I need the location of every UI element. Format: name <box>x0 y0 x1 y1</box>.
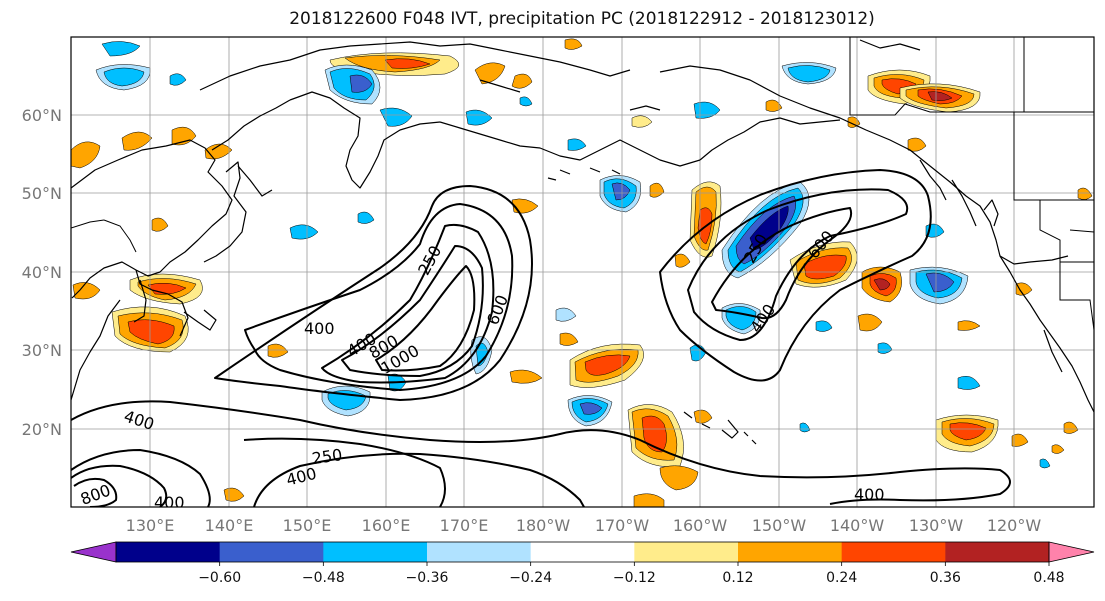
lon-label: 150°E <box>283 516 332 535</box>
lon-label: 150°W <box>752 516 807 535</box>
precip-shading <box>71 38 1093 507</box>
longitude-labels: 130°E 140°E 150°E 160°E 170°E 180°W 170°… <box>126 516 1042 535</box>
lon-label: 120°W <box>987 516 1042 535</box>
lon-label: 140°E <box>205 516 254 535</box>
lon-label: 130°W <box>909 516 964 535</box>
lon-label: 160°W <box>673 516 728 535</box>
colorbar-extend-low <box>70 541 117 563</box>
positive-anomaly <box>71 38 1093 507</box>
colorbar-tick-label: −0.12 <box>613 570 656 586</box>
colorbar-outline <box>115 541 1050 563</box>
colorbar-segment <box>530 542 635 562</box>
negative-anomaly <box>95 41 1051 469</box>
colorbar-tick-label: 0.12 <box>722 570 753 586</box>
lon-label: 160°E <box>362 516 411 535</box>
lon-label: 130°E <box>126 516 175 535</box>
colorbar-extend-high <box>1048 541 1095 563</box>
lat-label-30n: 30°N <box>22 341 62 360</box>
map-content: 250 400 400 600 800 1000 250 600 400 400… <box>71 37 1094 512</box>
colorbar-segment <box>945 542 1050 562</box>
colorbar-tick-label: −0.24 <box>509 570 552 586</box>
colorbar-tick-label: −0.60 <box>198 570 241 586</box>
contour-label: 250 <box>311 445 344 468</box>
coastlines <box>71 39 1094 445</box>
colorbar-segment <box>634 542 739 562</box>
contour-label: 400 <box>304 319 335 338</box>
graticule <box>71 37 1094 507</box>
map-frame <box>70 36 1095 508</box>
colorbar-segment <box>116 542 221 562</box>
lon-label: 180°W <box>516 516 571 535</box>
colorbar-tick-label: 0.48 <box>1033 570 1064 586</box>
contour-label: 400 <box>854 485 885 504</box>
contour-label: 400 <box>154 493 185 512</box>
colorbar-tick-label: 0.24 <box>826 570 857 586</box>
ivt-contours <box>71 169 1011 507</box>
colorbar-segment <box>738 542 843 562</box>
lat-label-40n: 40°N <box>22 263 62 282</box>
colorbar-segment <box>323 542 428 562</box>
colorbar: −0.60 −0.48 −0.36 −0.24 −0.12 0.12 0.24 0.36 0.4… <box>70 541 1095 586</box>
lon-label: 170°E <box>440 516 489 535</box>
colorbar-segment <box>841 542 946 562</box>
colorbar-segment <box>219 542 324 562</box>
map-title: 2018122600 F048 IVT, precipitation PC (2… <box>289 9 875 29</box>
lat-label-20n: 20°N <box>22 420 62 439</box>
lat-label-60n: 60°N <box>22 106 62 125</box>
colorbar-segment <box>427 542 532 562</box>
colorbar-tick-label: 0.36 <box>930 570 961 586</box>
lat-label-50n: 50°N <box>22 184 62 203</box>
colorbar-tick-label: −0.36 <box>406 570 449 586</box>
colorbar-tick-label: −0.48 <box>302 570 345 586</box>
borders <box>71 37 1094 331</box>
lon-label: 170°W <box>595 516 650 535</box>
lon-label: 140°W <box>830 516 885 535</box>
latitude-labels: 60°N 50°N 40°N 30°N 20°N <box>22 106 62 439</box>
